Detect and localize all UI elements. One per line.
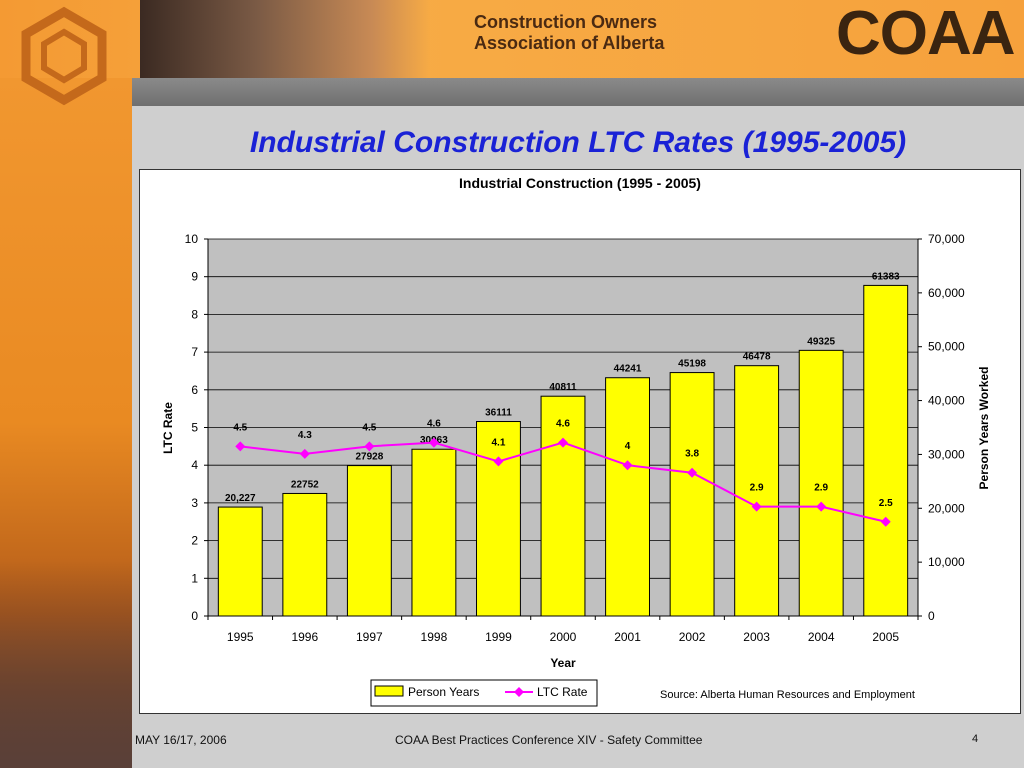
hexagon-logo-icon [21, 6, 107, 106]
ltc-rate-marker [751, 501, 762, 512]
ltc-rate-marker [235, 441, 246, 452]
y2-axis-label: Person Years Worked [977, 367, 991, 490]
y2-tick-label: 0 [928, 609, 935, 623]
bar [411, 448, 457, 617]
bar [346, 465, 392, 617]
y2-tick-label: 60,000 [928, 286, 965, 300]
y2-tick-label: 10,000 [928, 555, 965, 569]
source-note: Source: Alberta Human Resources and Empl… [660, 689, 915, 701]
line-data-label: 4.1 [492, 437, 506, 448]
bar [605, 377, 650, 617]
ltc-rate-marker [428, 437, 439, 448]
line-data-label: 4.5 [362, 422, 376, 433]
bar-data-label: 36111 [485, 408, 512, 419]
ltc-rate-marker [880, 516, 891, 527]
x-tick-label: 2003 [743, 630, 770, 644]
header-gray-bar [132, 78, 1024, 106]
y2-tick-label: 40,000 [928, 394, 965, 408]
line-data-label: 4.6 [556, 419, 570, 430]
line-data-label: 4 [625, 441, 631, 452]
bar-data-label: 46478 [743, 352, 771, 363]
y-tick-label: 2 [191, 534, 198, 548]
bar [734, 365, 780, 617]
org-name: Construction Owners Association of Alber… [474, 12, 664, 54]
bar-data-label: 40811 [549, 382, 577, 393]
y2-tick-label: 70,000 [928, 232, 965, 246]
x-tick-label: 2005 [872, 630, 899, 644]
chart-title: Industrial Construction (1995 - 2005) [459, 175, 701, 191]
combo-chart: Industrial Construction (1995 - 2005) 0 1… [161, 175, 991, 707]
bar-data-label: 44241 [614, 364, 642, 375]
page-number: 4 [972, 733, 979, 745]
bar-data-label: 49325 [807, 336, 835, 347]
y-tick-label: 1 [191, 571, 198, 585]
y-tick-label: 5 [191, 421, 198, 435]
crane-photo [0, 560, 132, 768]
bar [476, 421, 521, 617]
bar [669, 372, 715, 617]
chart-panel: Industrial Construction (1995 - 2005) 0 1… [139, 169, 1021, 714]
bar [863, 284, 909, 617]
org-name-line2: Association of Alberta [474, 33, 665, 53]
bar-data-label: 22752 [291, 479, 319, 490]
slide-title: Industrial Construction LTC Rates (1995-… [249, 126, 907, 159]
x-tick-label: 1996 [291, 630, 318, 644]
ltc-rate-marker [493, 456, 504, 467]
ltc-rate-marker [816, 501, 827, 512]
line-data-label: 3.8 [685, 449, 699, 460]
y2-tick-label: 20,000 [928, 501, 965, 515]
x-tick-label: 2001 [614, 630, 641, 644]
x-tick-label: 1997 [356, 630, 383, 644]
x-axis-label: Year [550, 656, 576, 670]
bar-data-label: 20,227 [225, 493, 256, 504]
bar [282, 492, 328, 617]
line-data-label: 4.3 [298, 430, 312, 441]
y-tick-label: 7 [191, 345, 198, 359]
y2-tick-label: 30,000 [928, 447, 965, 461]
y-tick-label: 4 [191, 458, 198, 472]
y-tick-label: 8 [191, 307, 198, 321]
bar-data-label: 61383 [872, 271, 900, 282]
ltc-rate-marker [687, 467, 698, 478]
footer-event: COAA Best Practices Conference XIV - Saf… [395, 733, 703, 747]
ltc-rate-marker [299, 448, 310, 459]
y2-tick-label: 50,000 [928, 340, 965, 354]
line-data-label: 2.9 [814, 483, 828, 494]
line-data-label: 2.5 [879, 498, 893, 509]
x-tick-label: 1998 [421, 630, 448, 644]
ltc-rate-marker [364, 441, 375, 452]
y-tick-label: 6 [191, 383, 198, 397]
footer-date: MAY 16/17, 2006 [135, 733, 227, 747]
brand-logo-text: COAA [836, 0, 1016, 68]
ltc-rate-marker [622, 460, 633, 471]
y-tick-label: 9 [191, 270, 198, 284]
bar [540, 395, 586, 617]
y-tick-label: 3 [191, 496, 198, 510]
header-mining-photo [140, 0, 430, 78]
legend-bar-label: Person Years [408, 685, 479, 699]
y-tick-label: 10 [185, 232, 199, 246]
legend-line-label: LTC Rate [537, 685, 588, 699]
x-tick-label: 2002 [679, 630, 706, 644]
chart-legend: Person Years LTC Rate [370, 679, 598, 707]
line-data-label: 2.9 [750, 483, 764, 494]
bar [798, 349, 844, 617]
bar-data-label: 45198 [678, 359, 706, 370]
x-tick-label: 2004 [808, 630, 835, 644]
x-tick-label: 2000 [550, 630, 577, 644]
legend-bar-swatch [374, 685, 404, 697]
ltc-rate-marker [558, 437, 568, 448]
org-name-line1: Construction Owners [474, 12, 658, 32]
bar-data-label: 27928 [355, 452, 383, 463]
legend-diamond-marker [514, 687, 524, 697]
x-tick-label: 1995 [227, 630, 254, 644]
x-tick-label: 1999 [485, 630, 512, 644]
bar [217, 506, 263, 617]
line-data-label: 4.6 [427, 419, 441, 430]
y-axis-label: LTC Rate [161, 402, 175, 454]
y-tick-label: 0 [191, 609, 198, 623]
line-data-label: 4.5 [233, 422, 247, 433]
